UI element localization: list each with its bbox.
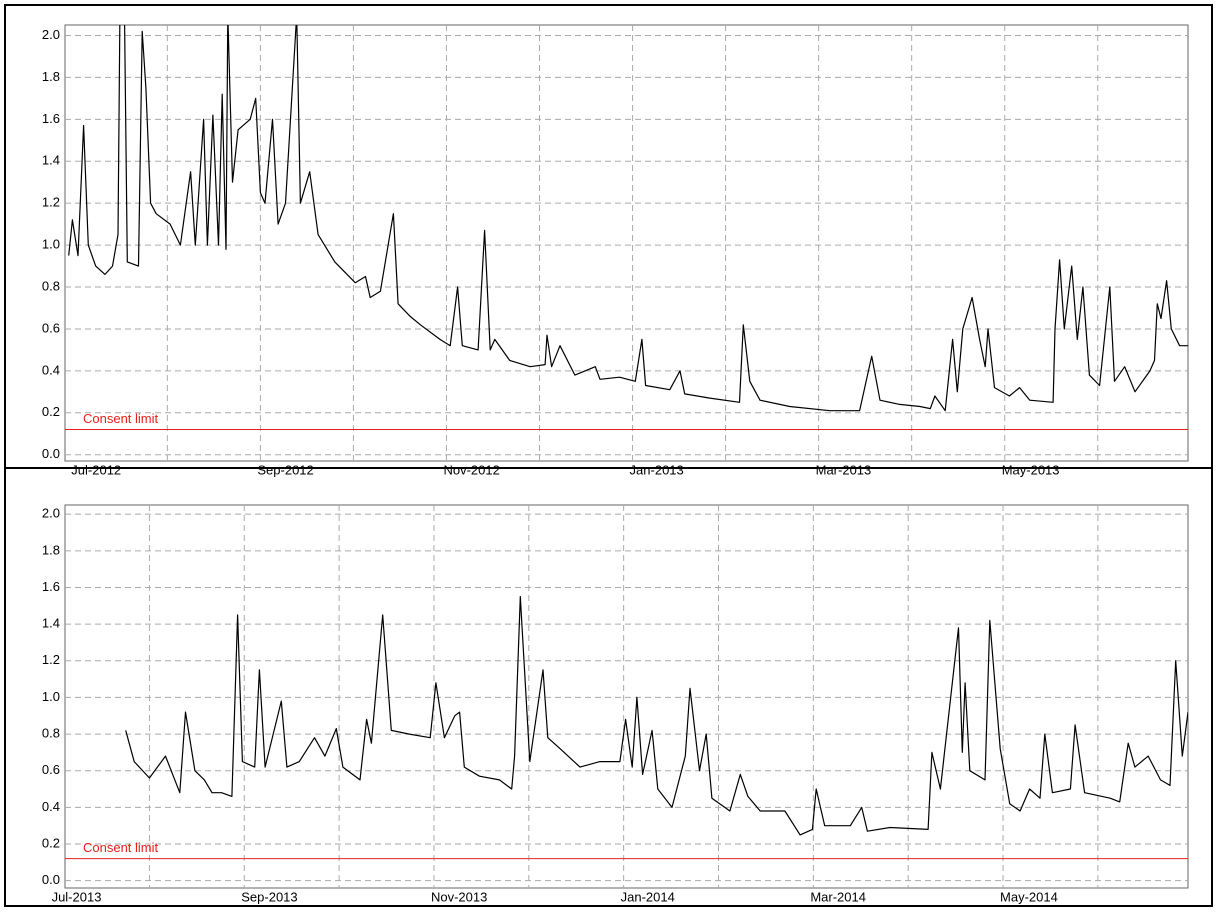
consent-limit-label: Consent limit bbox=[83, 840, 159, 855]
y-tick-label: 0.0 bbox=[42, 446, 60, 461]
y-tick-label: 1.2 bbox=[42, 652, 60, 667]
y-tick-label: 0.0 bbox=[42, 872, 60, 887]
x-tick-label: May-2014 bbox=[1000, 889, 1058, 904]
x-tick-label: Sep-2012 bbox=[257, 462, 313, 477]
x-tick-label: Jan-2014 bbox=[621, 889, 675, 904]
y-tick-label: 1.6 bbox=[42, 111, 60, 126]
x-tick-label: Mar-2013 bbox=[816, 462, 872, 477]
x-tick-label: Jul-2012 bbox=[71, 462, 121, 477]
consent-limit-label: Consent limit bbox=[83, 411, 159, 426]
y-tick-label: 1.0 bbox=[42, 689, 60, 704]
y-tick-label: 1.6 bbox=[42, 579, 60, 594]
x-tick-label: Nov-2012 bbox=[443, 462, 499, 477]
y-tick-label: 1.8 bbox=[42, 69, 60, 84]
y-tick-label: 1.4 bbox=[42, 153, 60, 168]
plot-area bbox=[64, 24, 1189, 462]
y-tick-label: 1.0 bbox=[42, 237, 60, 252]
y-tick-label: 0.4 bbox=[42, 799, 60, 814]
data-line bbox=[125, 596, 1188, 836]
x-tick-label: Sep-2013 bbox=[241, 889, 297, 904]
plot-area bbox=[64, 504, 1189, 889]
y-tick-label: 2.0 bbox=[42, 27, 60, 42]
x-tick-label: Jul-2013 bbox=[52, 889, 102, 904]
y-tick-label: 1.4 bbox=[42, 616, 60, 631]
y-tick-label: 0.6 bbox=[42, 762, 60, 777]
x-tick-label: Nov-2013 bbox=[431, 889, 487, 904]
y-tick-label: 1.2 bbox=[42, 195, 60, 210]
y-tick-label: 0.4 bbox=[42, 362, 60, 377]
y-tick-label: 0.8 bbox=[42, 278, 60, 293]
y-tick-label: 2.0 bbox=[42, 506, 60, 521]
data-line bbox=[68, 25, 1188, 412]
x-tick-label: Jan-2013 bbox=[630, 462, 684, 477]
y-tick-label: 0.6 bbox=[42, 320, 60, 335]
x-tick-label: Mar-2014 bbox=[810, 889, 866, 904]
outer-frame bbox=[4, 4, 1213, 907]
y-tick-label: 0.8 bbox=[42, 726, 60, 741]
y-tick-label: 0.2 bbox=[42, 835, 60, 850]
x-tick-label: May-2013 bbox=[1002, 462, 1060, 477]
y-tick-label: 1.8 bbox=[42, 542, 60, 557]
y-tick-label: 0.2 bbox=[42, 404, 60, 419]
